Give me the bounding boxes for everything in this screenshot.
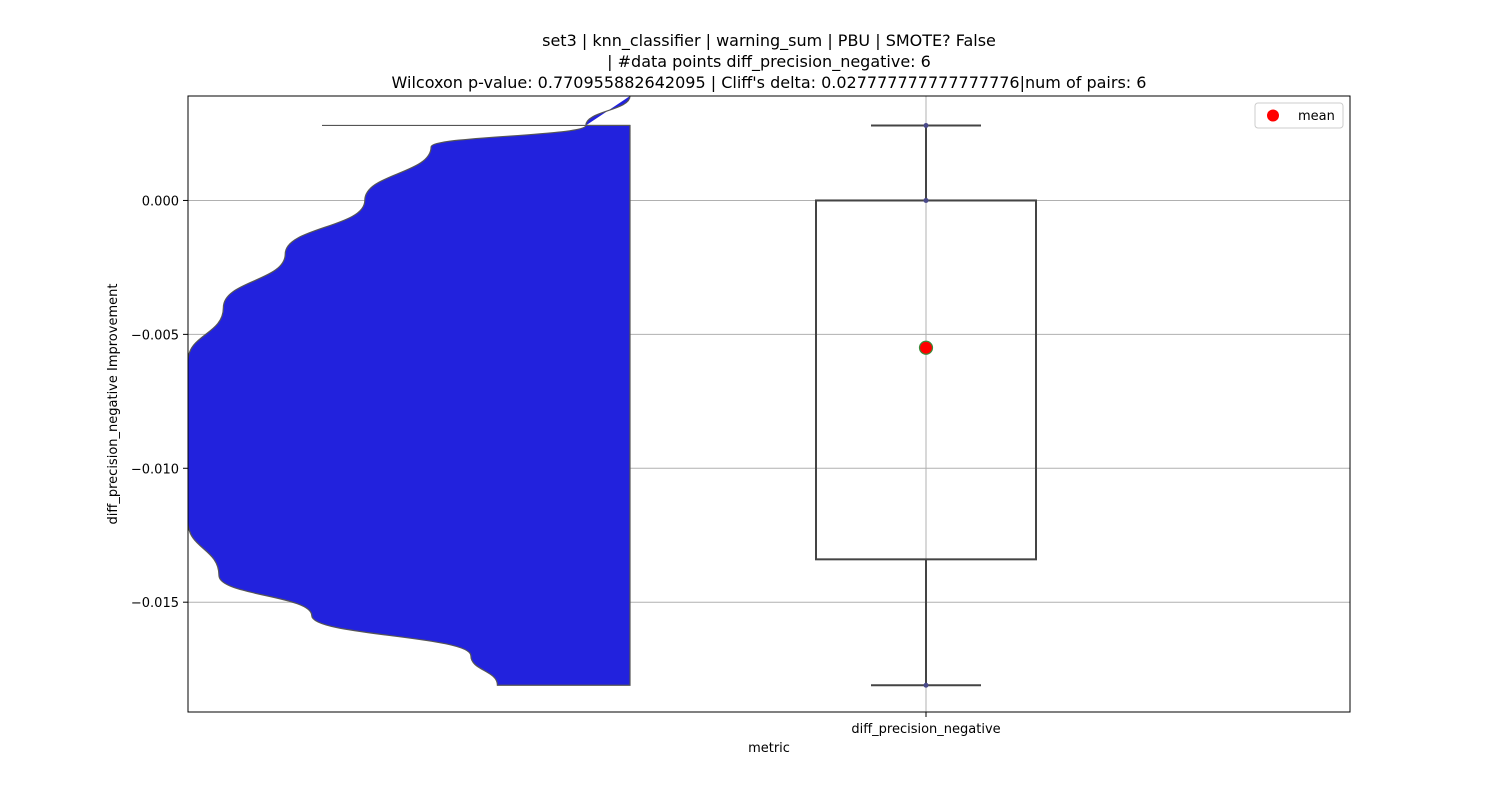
box-layer — [815, 122, 1037, 688]
y-tick-label: −0.005 — [131, 328, 179, 343]
data-point — [923, 682, 929, 688]
y-axis-label: diff_precision_negative Improvement — [106, 284, 121, 525]
legend-box — [1254, 102, 1344, 129]
chart-title-line-1: set3 | knn_classifier | warning_sum | PB… — [542, 31, 996, 50]
violin-layer — [188, 96, 631, 686]
chart-title: set3 | knn_classifier | warning_sum | PB… — [0, 30, 1500, 93]
plot-frame — [187, 95, 1351, 713]
chart-title-line-2: | #data points diff_precision_negative: … — [607, 52, 931, 71]
legend: mean — [1254, 102, 1344, 129]
legend-label: mean — [1298, 109, 1335, 124]
axes-layer: 0.000 −0.005 −0.010 −0.015 diff_precision_ne… — [131, 95, 1351, 737]
x-tick-label: diff_precision_negative — [851, 722, 1000, 737]
y-tick-label: −0.015 — [131, 596, 179, 611]
data-point — [923, 197, 929, 203]
mean-marker — [918, 340, 934, 355]
y-tick-label: −0.010 — [131, 462, 179, 477]
y-tick-label: 0.000 — [142, 194, 179, 209]
x-axis-label: metric — [748, 741, 790, 756]
chart-title-line-3: Wilcoxon p-value: 0.770955882642095 | Cl… — [391, 73, 1147, 92]
violin-shape — [188, 96, 631, 686]
data-point — [923, 122, 929, 128]
legend-mean-marker — [1267, 109, 1279, 122]
